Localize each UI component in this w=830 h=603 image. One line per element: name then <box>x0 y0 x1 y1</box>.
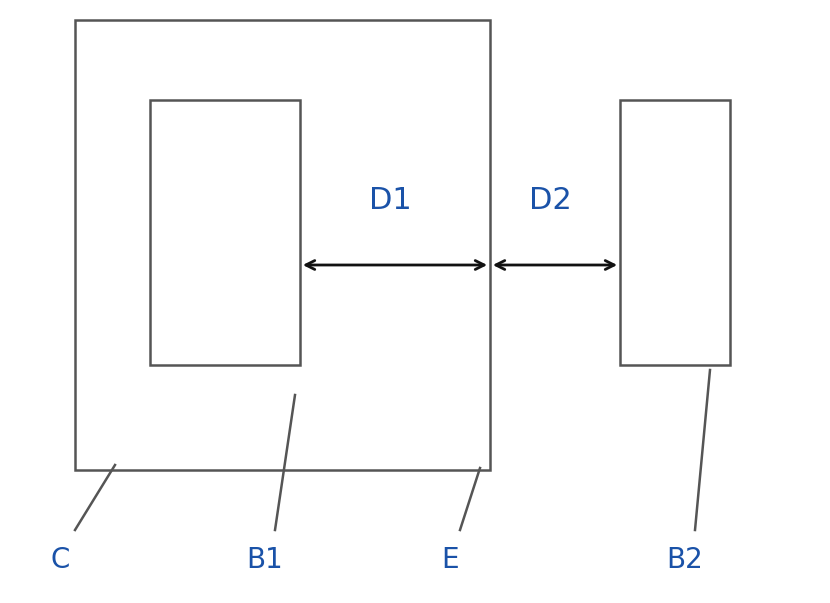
Text: C: C <box>51 546 70 574</box>
Text: D2: D2 <box>529 186 571 215</box>
Text: D1: D1 <box>369 186 412 215</box>
Bar <box>75 20 490 470</box>
Text: E: E <box>442 546 459 574</box>
Text: B1: B1 <box>247 546 283 574</box>
Text: B2: B2 <box>666 546 703 574</box>
Bar <box>150 100 300 365</box>
Bar <box>620 100 730 365</box>
